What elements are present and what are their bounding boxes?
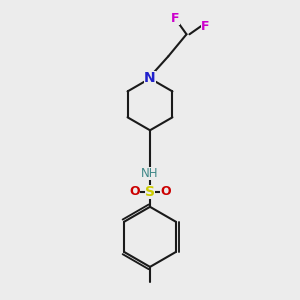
Text: O: O — [160, 185, 171, 198]
Text: F: F — [171, 13, 180, 26]
Text: N: N — [144, 71, 156, 85]
Text: O: O — [129, 185, 140, 198]
Text: NH: NH — [141, 167, 159, 180]
Text: S: S — [145, 184, 155, 199]
Text: F: F — [200, 20, 209, 32]
